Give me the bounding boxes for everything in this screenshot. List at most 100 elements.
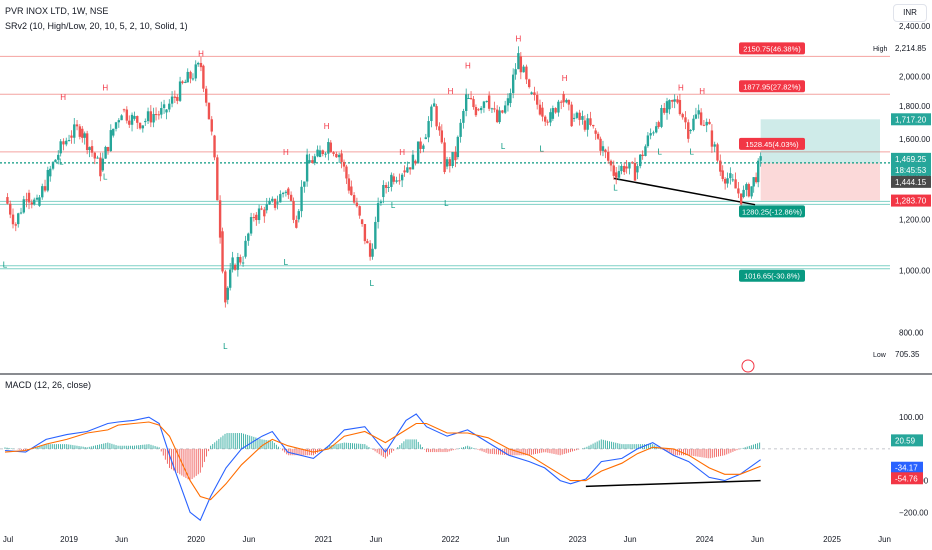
- candle-body: [506, 98, 510, 106]
- level-label-text: 1280.25(-12.86%): [742, 207, 803, 216]
- pivot-low-marker: L: [444, 199, 449, 208]
- position-stop-zone: [760, 162, 880, 201]
- candle-body: [112, 128, 115, 136]
- candle-body: [567, 99, 571, 105]
- candle-body: [186, 71, 189, 83]
- candle-body: [392, 176, 395, 182]
- candle-body: [625, 166, 628, 169]
- candle-body: [117, 120, 121, 123]
- macd-label[interactable]: MACD (12, 26, close): [5, 380, 92, 390]
- indicator-label[interactable]: SRv2 (10, High/Low, 20, 10, 5, 2, 10, So…: [5, 21, 188, 31]
- candle-body: [191, 78, 195, 80]
- candle-body: [430, 106, 433, 122]
- candle-body: [628, 162, 631, 169]
- time-tick-label: 2019: [60, 535, 78, 544]
- candle-body: [11, 214, 15, 225]
- candle-body: [694, 114, 698, 119]
- pivot-low-marker: L: [370, 279, 375, 288]
- candle-body: [30, 202, 34, 205]
- candle-body: [594, 130, 597, 134]
- last-price-tag-bg: [891, 152, 931, 165]
- candle-body: [419, 141, 422, 149]
- candle-body: [316, 149, 319, 157]
- candle-body: [509, 93, 512, 104]
- candle-body: [684, 117, 687, 123]
- candle-body: [498, 110, 501, 123]
- macd-trendline: [585, 479, 761, 488]
- stop-price-tag-bg: [891, 194, 931, 207]
- candle-body: [589, 118, 592, 125]
- candle-body: [511, 74, 515, 94]
- candle-body: [318, 150, 322, 158]
- candle-body: [213, 135, 216, 158]
- candle-body: [146, 111, 150, 122]
- candle-body: [673, 99, 676, 102]
- candle-body: [551, 108, 555, 119]
- candle-body: [109, 130, 113, 151]
- candle-body: [321, 150, 324, 155]
- pivot-low-marker: L: [59, 158, 64, 167]
- candle-body: [472, 99, 475, 108]
- candle-body: [759, 156, 762, 161]
- candle-body: [705, 121, 708, 126]
- candle-body: [130, 114, 134, 125]
- candle-body: [51, 162, 55, 169]
- candle-body: [742, 189, 745, 198]
- price-tick-label: 1,800.00: [899, 102, 931, 111]
- low-value-tag: 705.35: [895, 350, 920, 359]
- level-label-box: [739, 137, 805, 150]
- candle-body: [57, 154, 60, 160]
- candle-body: [83, 133, 86, 138]
- time-tick-label: Jun: [370, 535, 383, 544]
- candle-body: [268, 200, 271, 205]
- low-value-tag-bg: [891, 348, 931, 360]
- candle-body: [287, 188, 290, 195]
- candle-body: [350, 186, 353, 196]
- candle-body: [639, 154, 642, 167]
- level-label-text: 1528.45(4.03%): [745, 140, 799, 149]
- candle-body: [620, 165, 623, 172]
- candle-body: [14, 224, 17, 226]
- candle-body: [308, 160, 311, 163]
- candle-body: [427, 121, 430, 138]
- candle-body: [263, 209, 266, 217]
- candle-body: [207, 102, 211, 120]
- candle-body: [22, 199, 25, 213]
- candle-body: [260, 208, 263, 210]
- pivot-high-marker: H: [198, 49, 204, 58]
- stop-price-tag: 1,283.70: [895, 197, 927, 206]
- candle-body: [279, 194, 282, 203]
- currency-badge[interactable]: INR: [893, 4, 927, 22]
- candle-body: [374, 221, 377, 249]
- price-tick-label: 800.00: [899, 329, 924, 338]
- ma-price-tag: 1,444.15: [895, 178, 927, 187]
- candle-body: [43, 186, 47, 191]
- candle-body: [300, 186, 303, 212]
- symbol-title[interactable]: PVR INOX LTD, 1W, NSE: [5, 6, 109, 16]
- candle-body: [702, 124, 706, 126]
- candle-body: [490, 108, 494, 110]
- candle-body: [62, 141, 65, 145]
- candle-body: [154, 114, 158, 116]
- candle-body: [578, 112, 581, 120]
- pivot-low-marker: L: [103, 172, 108, 181]
- candle-body: [522, 66, 525, 73]
- candle-body: [617, 171, 621, 178]
- candle-body: [178, 81, 182, 101]
- pivot-high-marker: H: [678, 83, 684, 92]
- candle-body: [295, 219, 298, 228]
- level-label-box: [739, 42, 805, 55]
- candle-body: [226, 287, 229, 300]
- candle-body: [422, 145, 425, 149]
- candle-body: [176, 96, 179, 101]
- candle-body: [601, 146, 605, 151]
- candle-body: [612, 165, 615, 176]
- pivot-low-marker: L: [501, 142, 506, 151]
- candle-body: [560, 101, 563, 103]
- candle-body: [655, 126, 658, 133]
- candle-body: [17, 213, 20, 225]
- candle-body: [114, 122, 118, 129]
- time-tick-label: 2020: [187, 535, 205, 544]
- candle-body: [218, 200, 222, 238]
